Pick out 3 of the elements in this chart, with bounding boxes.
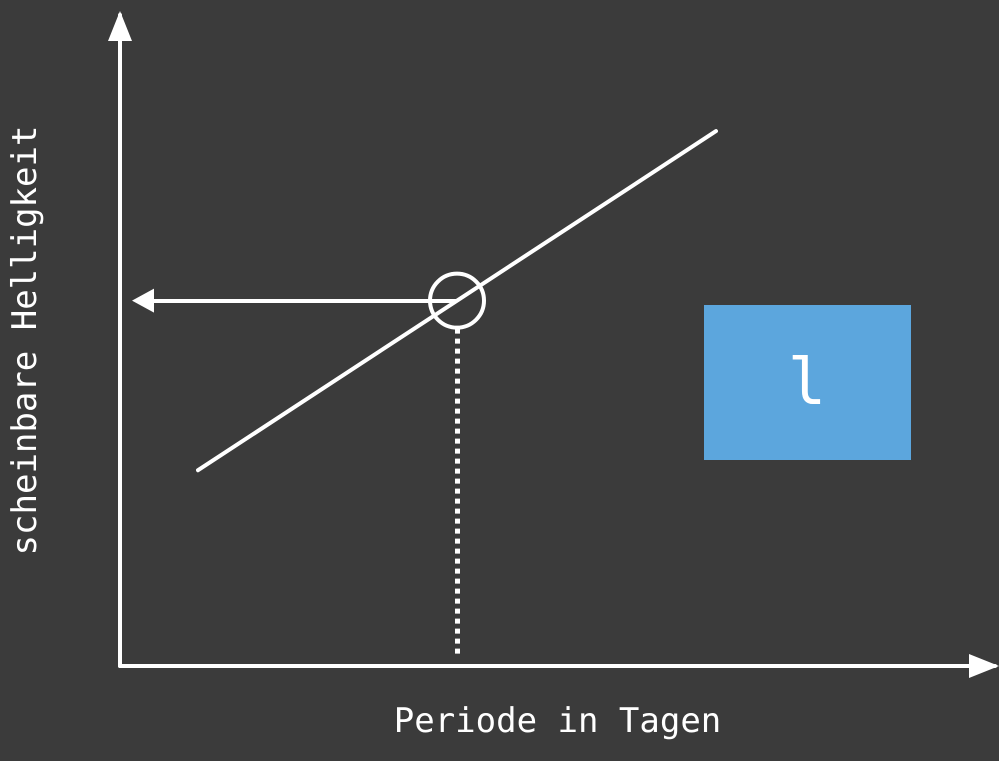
x-axis-title: Periode in Tagen [394,701,722,741]
y-axis-title: scheinbare Helligkeit [5,126,45,556]
annotation: l [788,346,826,420]
